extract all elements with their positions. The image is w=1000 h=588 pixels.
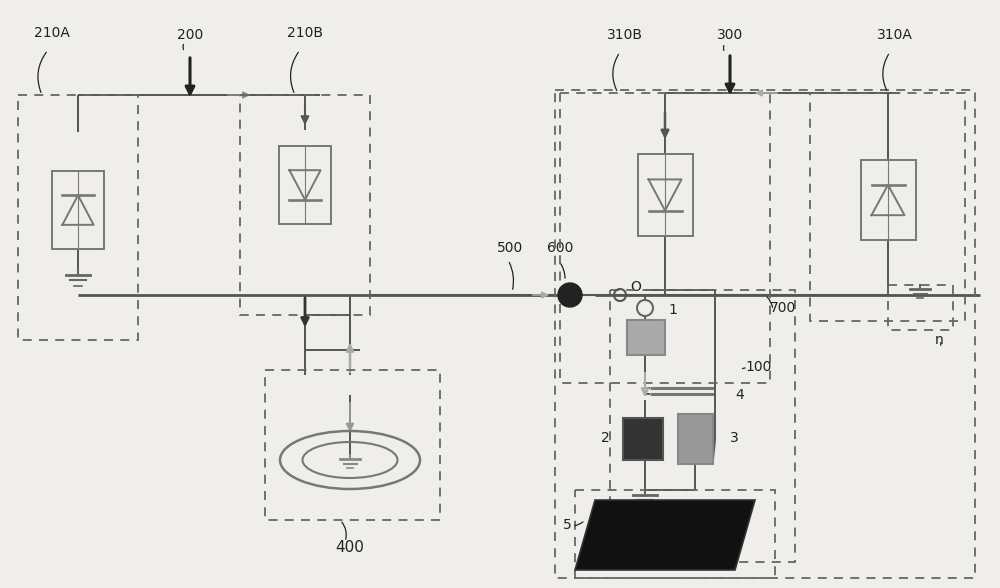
Bar <box>610 290 795 562</box>
Bar <box>18 95 138 340</box>
Text: 3: 3 <box>730 431 739 445</box>
Bar <box>623 418 663 460</box>
Text: 5: 5 <box>563 518 572 532</box>
Bar <box>265 370 440 520</box>
Text: 310A: 310A <box>877 28 913 42</box>
Text: 210A: 210A <box>34 26 70 40</box>
Bar <box>678 414 713 464</box>
Bar <box>240 95 370 315</box>
Bar <box>560 93 770 383</box>
Text: 400: 400 <box>336 540 364 555</box>
Text: n: n <box>935 333 944 347</box>
Text: O: O <box>630 280 641 294</box>
Bar <box>52 171 104 249</box>
Bar <box>575 490 775 578</box>
Bar <box>627 320 665 355</box>
Bar <box>638 154 692 236</box>
Bar <box>860 160 916 240</box>
Text: 600: 600 <box>547 241 573 255</box>
Bar <box>810 93 965 321</box>
Text: 210B: 210B <box>287 26 323 40</box>
Bar <box>279 146 331 224</box>
Text: 4: 4 <box>735 388 744 402</box>
Text: 310B: 310B <box>607 28 643 42</box>
Circle shape <box>558 283 582 307</box>
Polygon shape <box>575 500 755 570</box>
Bar <box>888 285 953 330</box>
Text: 700: 700 <box>770 301 796 315</box>
Text: 100: 100 <box>745 360 771 374</box>
Bar <box>555 90 975 578</box>
Text: 500: 500 <box>497 241 523 255</box>
Text: 2: 2 <box>601 431 610 445</box>
Text: 200: 200 <box>177 28 203 42</box>
Text: 1: 1 <box>668 303 677 317</box>
Text: 300: 300 <box>717 28 743 42</box>
